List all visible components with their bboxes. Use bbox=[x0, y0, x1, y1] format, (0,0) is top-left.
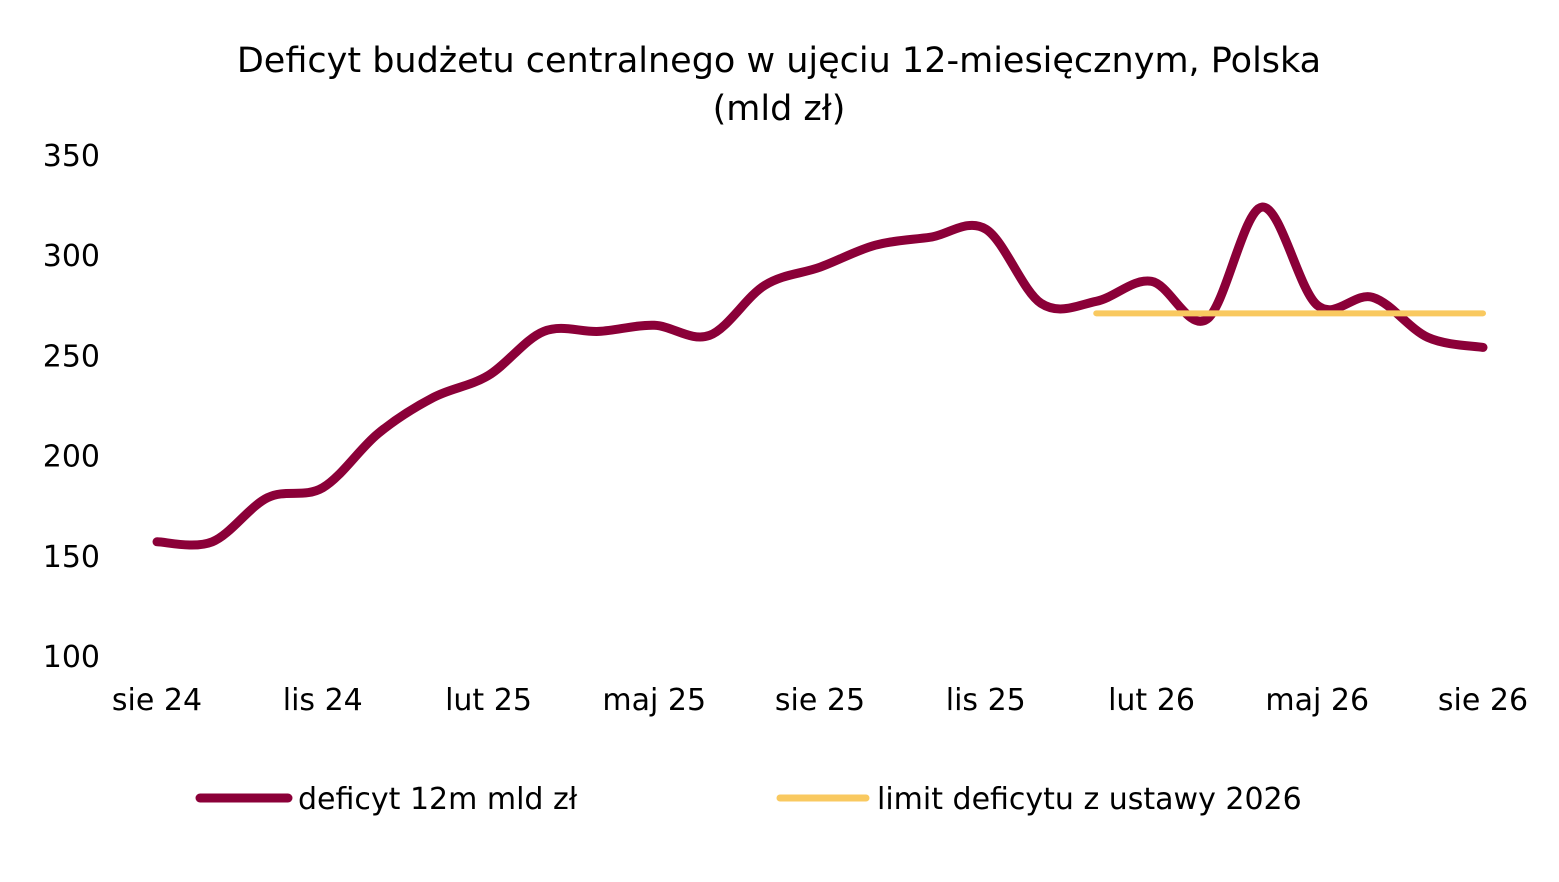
x-tick-label: maj 26 bbox=[1265, 683, 1369, 718]
x-tick-label: lut 26 bbox=[1108, 683, 1195, 718]
series-line-deficyt bbox=[152, 202, 1488, 550]
y-tick-label: 100 bbox=[43, 640, 100, 675]
chart-subtitle: (mld zł) bbox=[713, 89, 846, 129]
x-tick-label: sie 24 bbox=[112, 683, 202, 718]
y-axis-ticks: 100 150 200 250 300 350 bbox=[43, 139, 100, 675]
chart-title: Deficyt budżetu centralnego w ujęciu 12-… bbox=[237, 41, 1321, 81]
legend-label-limit: limit deficytu z ustawy 2026 bbox=[877, 782, 1302, 817]
y-tick-label: 300 bbox=[43, 239, 100, 274]
series-layer bbox=[152, 202, 1488, 550]
x-tick-label: lut 25 bbox=[445, 683, 532, 718]
legend-item-deficyt: deficyt 12m mld zł bbox=[195, 782, 578, 817]
x-tick-label: sie 26 bbox=[1438, 683, 1528, 718]
x-tick-label: lis 24 bbox=[283, 683, 363, 718]
legend-label-deficyt: deficyt 12m mld zł bbox=[298, 782, 578, 817]
x-tick-label: lis 25 bbox=[946, 683, 1026, 718]
y-tick-label: 200 bbox=[43, 440, 100, 475]
legend: deficyt 12m mld zł limit deficytu z usta… bbox=[195, 782, 1302, 817]
x-tick-label: maj 25 bbox=[602, 683, 706, 718]
y-tick-label: 350 bbox=[43, 139, 100, 174]
legend-item-limit: limit deficytu z ustawy 2026 bbox=[776, 782, 1302, 817]
y-tick-label: 250 bbox=[43, 339, 100, 374]
x-axis-ticks: sie 24 lis 24 lut 25 maj 25 sie 25 lis 25 lut … bbox=[112, 683, 1528, 718]
x-tick-label: sie 25 bbox=[775, 683, 865, 718]
y-tick-label: 150 bbox=[43, 540, 100, 575]
